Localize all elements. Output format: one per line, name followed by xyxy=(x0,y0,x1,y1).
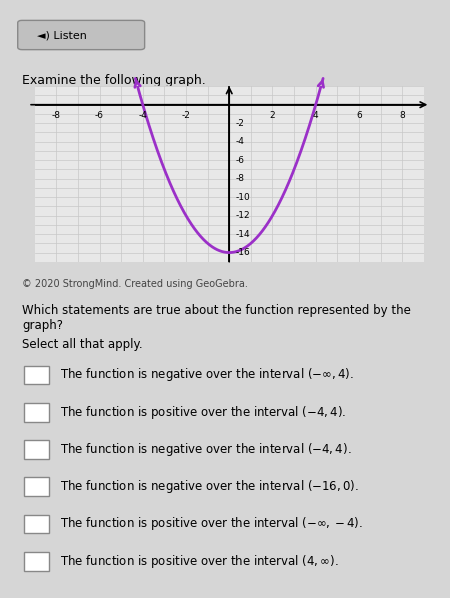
Text: Which statements are true about the function represented by the graph?: Which statements are true about the func… xyxy=(22,304,411,332)
Text: Examine the following graph.: Examine the following graph. xyxy=(22,74,206,87)
FancyBboxPatch shape xyxy=(18,20,144,50)
Text: The function is positive over the interval $(-\infty, -4)$.: The function is positive over the interv… xyxy=(60,515,363,532)
FancyBboxPatch shape xyxy=(24,365,50,385)
Text: The function is positive over the interval $(-4, 4)$.: The function is positive over the interv… xyxy=(60,404,346,421)
Text: © 2020 StrongMind. Created using GeoGebra.: © 2020 StrongMind. Created using GeoGebr… xyxy=(22,279,248,289)
FancyBboxPatch shape xyxy=(24,403,50,422)
Text: The function is negative over the interval $(-\infty, 4)$.: The function is negative over the interv… xyxy=(60,367,354,383)
Text: ◄) Listen: ◄) Listen xyxy=(37,30,87,40)
Text: The function is negative over the interval $(-4, 4)$.: The function is negative over the interv… xyxy=(60,441,351,458)
Text: The function is positive over the interval $(4, \infty)$.: The function is positive over the interv… xyxy=(60,553,339,570)
FancyBboxPatch shape xyxy=(24,515,50,533)
FancyBboxPatch shape xyxy=(24,552,50,570)
FancyBboxPatch shape xyxy=(24,440,50,459)
Text: The function is negative over the interval $(-16, 0)$.: The function is negative over the interv… xyxy=(60,478,359,495)
FancyBboxPatch shape xyxy=(24,477,50,496)
Text: Select all that apply.: Select all that apply. xyxy=(22,338,143,351)
